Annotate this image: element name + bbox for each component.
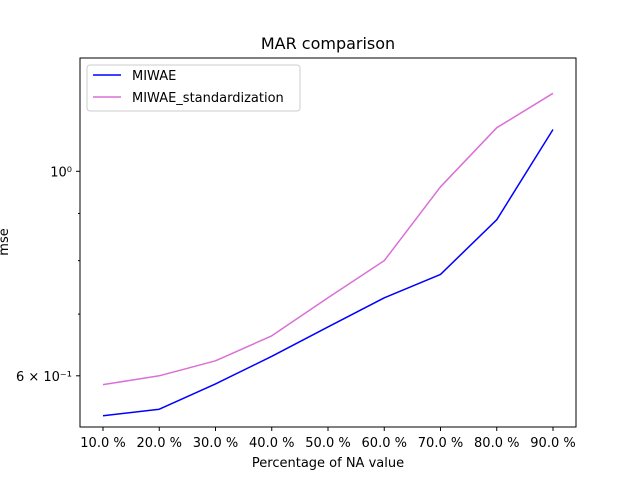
- x-tick-label: 60.0 %: [362, 436, 407, 451]
- plot-area: [79, 57, 577, 428]
- series-line-1: [102, 129, 554, 417]
- legend-label-2: MIWAE_standardization: [132, 91, 284, 106]
- y-axis-label: mse: [0, 228, 12, 255]
- x-tick-label: 80.0 %: [474, 436, 519, 451]
- x-axis-label: Percentage of NA value: [252, 456, 404, 471]
- x-tick-label: 70.0 %: [418, 436, 463, 451]
- legend-label-1: MIWAE: [132, 69, 176, 84]
- legend: MIWAE MIWAE_standardization: [86, 64, 301, 112]
- x-tick-label: 90.0 %: [530, 436, 575, 451]
- x-axis: 10.0 % 20.0 % 30.0 % 40.0 % 50.0 % 60.0 % 70.0…: [80, 427, 576, 451]
- x-tick-label: 20.0 %: [137, 436, 182, 451]
- legend-box: [86, 64, 301, 112]
- x-tick-label: 40.0 %: [249, 436, 294, 451]
- chart-title: MAR comparison: [261, 34, 395, 53]
- series-lines: [102, 92, 554, 417]
- x-tick-label: 10.0 %: [80, 436, 125, 451]
- y-axis: 6 × 10⁻¹ 10⁰: [16, 165, 80, 385]
- x-tick-label: 50.0 %: [305, 436, 350, 451]
- series-line-2: [102, 92, 554, 386]
- x-tick-label: 30.0 %: [193, 436, 238, 451]
- y-tick-label: 6 × 10⁻¹: [16, 370, 72, 385]
- y-tick-label: 10⁰: [50, 165, 72, 180]
